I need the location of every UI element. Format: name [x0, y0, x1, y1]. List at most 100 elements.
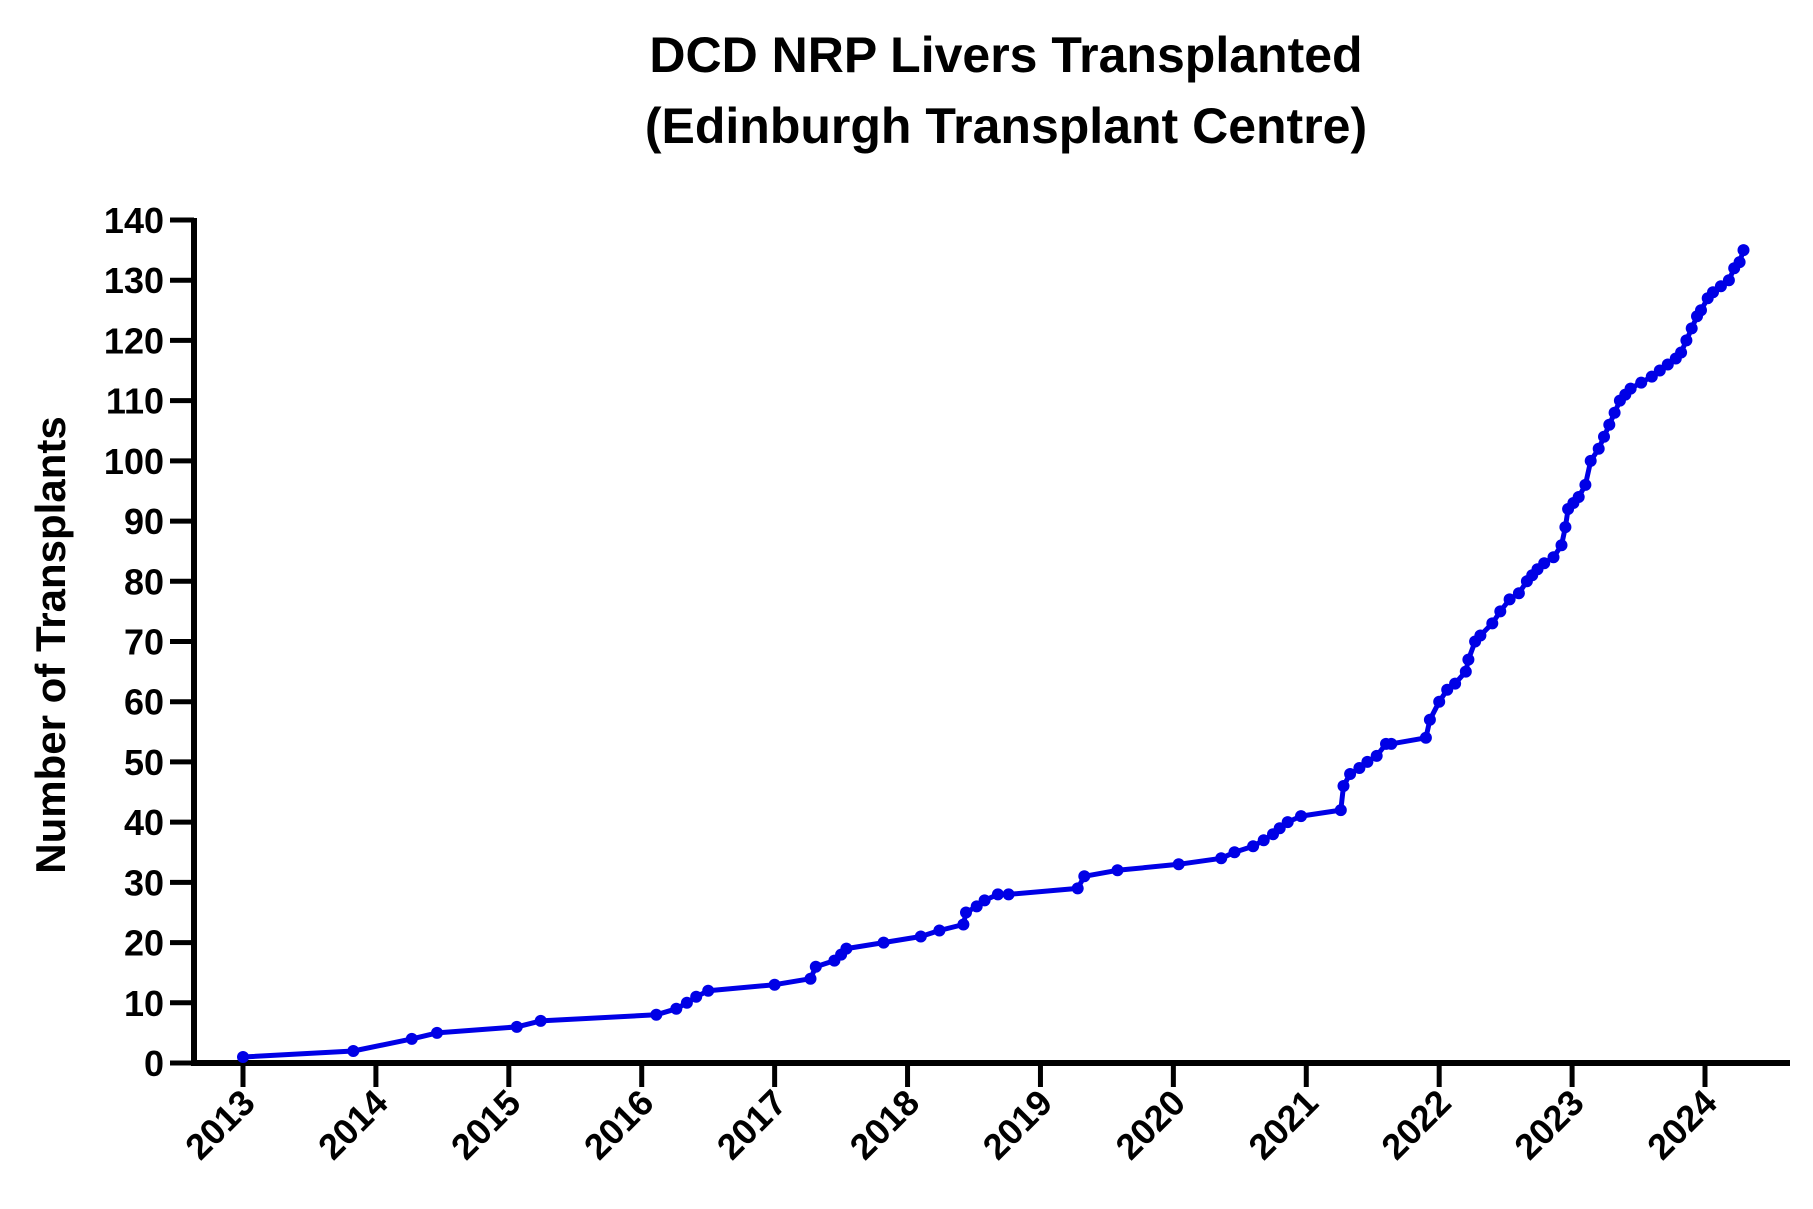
data-point	[1512, 587, 1525, 600]
data-point	[1423, 713, 1436, 726]
x-tick-label: 2014	[310, 1082, 396, 1168]
data-point	[1737, 244, 1750, 257]
data-point	[1598, 430, 1610, 443]
data-point	[1635, 376, 1648, 389]
x-tick-label: 2019	[974, 1082, 1060, 1168]
data-point	[1680, 334, 1693, 347]
data-point	[690, 990, 703, 1003]
y-tick-label: 100	[104, 441, 164, 482]
data-point	[877, 936, 890, 949]
data-point	[1334, 804, 1347, 817]
data-point	[650, 1008, 663, 1021]
data-point	[1459, 665, 1472, 678]
y-tick-label: 60	[124, 682, 164, 723]
data-point	[1078, 870, 1091, 883]
chart-title: DCD NRP Livers Transplanted	[649, 27, 1362, 83]
data-point	[670, 1002, 683, 1015]
data-point	[347, 1045, 360, 1057]
data-point	[510, 1020, 523, 1033]
x-tick-label: 2018	[842, 1082, 928, 1168]
x-axis-ticks: 2013 2014 2015 2016 2017 2018 2019 2020 2021 2022…	[177, 1063, 1725, 1167]
y-tick-label: 10	[124, 983, 164, 1024]
data-point	[768, 978, 781, 991]
y-axis-ticks: 0 10 20 30 40 50 60 70 80 90 100 110 120 130 140	[104, 200, 194, 1084]
x-tick-label: 2020	[1107, 1082, 1193, 1168]
data-point	[957, 918, 970, 931]
data-point	[1675, 346, 1688, 359]
data-point	[1172, 858, 1185, 871]
data-point	[1695, 304, 1707, 317]
data-point	[1337, 780, 1350, 792]
data-point	[1462, 653, 1475, 666]
data-point	[1572, 491, 1585, 503]
x-tick-label: 2013	[177, 1082, 263, 1168]
y-tick-label: 140	[104, 200, 164, 241]
data-point	[1071, 882, 1084, 895]
data-point	[1215, 852, 1228, 865]
data-point	[1494, 605, 1507, 618]
data-point	[1344, 768, 1357, 780]
data-point	[1733, 256, 1746, 269]
plot-area	[237, 244, 1750, 1063]
y-tick-label: 90	[124, 501, 164, 542]
y-tick-label: 30	[124, 862, 164, 903]
x-tick-label: 2024	[1639, 1082, 1725, 1168]
data-point	[1538, 557, 1551, 570]
data-point	[1361, 755, 1374, 768]
y-tick-label: 40	[124, 802, 164, 843]
x-tick-label: 2016	[576, 1082, 662, 1168]
x-tick-label: 2022	[1373, 1082, 1459, 1168]
y-tick-label: 50	[124, 742, 164, 783]
data-point	[1547, 551, 1560, 564]
data-point	[702, 984, 715, 997]
data-point	[991, 888, 1004, 901]
data-point	[1592, 442, 1605, 455]
data-point	[1555, 539, 1568, 552]
x-tick-label: 2021	[1240, 1082, 1326, 1168]
data-point	[1370, 749, 1383, 762]
data-point	[1584, 454, 1597, 467]
data-point	[1433, 695, 1446, 708]
data-point	[1685, 322, 1698, 335]
data-point	[1247, 840, 1260, 853]
data-point	[1603, 418, 1616, 431]
data-point	[680, 996, 693, 1009]
y-tick-label: 120	[104, 320, 164, 361]
data-point	[840, 942, 853, 955]
series-line	[240, 247, 1746, 1060]
data-point	[1474, 629, 1487, 642]
data-point	[978, 894, 991, 907]
y-tick-label: 80	[124, 561, 164, 602]
y-tick-label: 20	[124, 923, 164, 964]
y-tick-label: 110	[106, 381, 164, 422]
data-point	[431, 1026, 443, 1039]
data-point	[1228, 846, 1241, 859]
x-tick-label: 2017	[709, 1082, 795, 1168]
data-point	[1486, 617, 1499, 630]
data-point	[1002, 888, 1015, 901]
data-point	[1111, 864, 1124, 877]
x-tick-label: 2023	[1506, 1082, 1592, 1168]
x-tick-label: 2015	[443, 1082, 529, 1168]
y-tick-label: 70	[124, 622, 164, 663]
data-point	[1419, 731, 1432, 744]
data-point	[1722, 274, 1735, 287]
data-point	[1579, 478, 1592, 491]
y-axis-label: Number of Transplants	[27, 416, 74, 873]
data-point	[1295, 810, 1307, 823]
data-point	[1385, 737, 1398, 750]
y-tick-label: 0	[144, 1043, 164, 1084]
data-point	[804, 972, 817, 985]
data-point	[1257, 834, 1270, 847]
data-point	[1608, 406, 1621, 419]
data-point	[809, 960, 822, 973]
data-point	[534, 1014, 547, 1027]
axes	[191, 218, 1790, 1066]
data-point	[933, 924, 946, 937]
data-point	[1503, 593, 1516, 606]
data-point	[1559, 521, 1572, 534]
data-point	[960, 906, 972, 919]
chart-subtitle: (Edinburgh Transplant Centre)	[645, 98, 1367, 154]
